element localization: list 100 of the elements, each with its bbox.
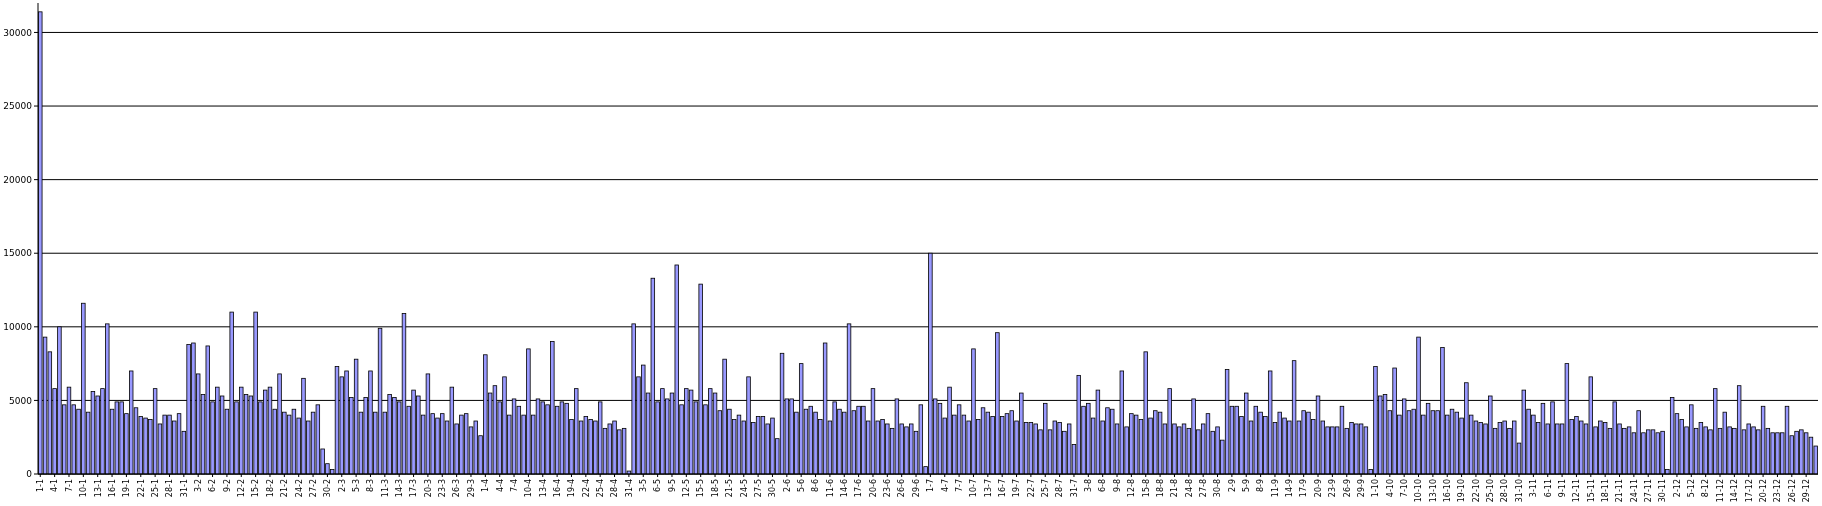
x-tick-label: 10-4	[524, 479, 534, 498]
x-tick-label: 8-12	[1701, 479, 1711, 498]
x-tick-label: 12-11	[1572, 479, 1582, 503]
y-tick-label: 5000	[9, 395, 33, 406]
x-tick-label: 21-5	[725, 479, 735, 498]
x-tick-label: 7-7	[954, 479, 964, 493]
x-tick-label: 2-9	[1227, 479, 1237, 493]
x-tick-label: 10-7	[969, 479, 979, 498]
x-tick-label: 2-6	[782, 479, 792, 493]
x-tick-label: 26-6	[897, 479, 907, 498]
x-tick-label: 24-5	[739, 479, 749, 498]
x-tick-label: 24-2	[294, 479, 304, 498]
x-tick-label: 3-8	[1084, 479, 1094, 493]
x-tick-label: 20-6	[868, 479, 878, 498]
x-tick-label: 15-11	[1586, 479, 1596, 503]
x-tick-label: 16-4	[552, 479, 562, 498]
x-tick-label: 4-4	[495, 479, 505, 493]
x-tick-label: 2-3	[337, 479, 347, 493]
x-tick-label: 13-10	[1428, 479, 1438, 503]
x-tick-label: 4-7	[940, 479, 950, 493]
x-tick-label: 4-1	[50, 479, 60, 493]
x-tick-label: 21-11	[1615, 479, 1625, 503]
x-tick-label: 30-11	[1658, 479, 1668, 503]
x-tick-label: 14-12	[1730, 479, 1740, 503]
x-tick-label: 20-3	[423, 479, 433, 498]
x-tick-label: 3-2	[194, 479, 203, 493]
x-tick-label: 16-7	[997, 479, 1007, 498]
x-tick-label: 27-2	[308, 479, 318, 498]
x-tick-label: 17-12	[1744, 479, 1754, 503]
x-tick-label: 8-3	[366, 479, 376, 493]
x-tick-label: 24-8	[1184, 479, 1194, 498]
x-tick-label: 18-2	[265, 479, 275, 498]
x-tick-label: 29-6	[911, 479, 921, 498]
x-tick-label: 14-9	[1285, 479, 1295, 498]
x-tick-label: 9-2	[222, 479, 232, 493]
x-tick-label: 8-6	[811, 479, 821, 493]
x-tick-label: 23-12	[1773, 479, 1783, 503]
x-tick-label: 12-2	[237, 479, 247, 498]
x-tick-label: 26-9	[1342, 479, 1352, 498]
x-tick-label: 13-7	[983, 479, 993, 498]
x-tick-label: 21-8	[1170, 479, 1180, 498]
x-tick-label: 15-5	[696, 479, 706, 498]
x-tick-label: 28-1	[165, 479, 175, 498]
x-tick-label: 11-6	[825, 479, 835, 498]
y-tick-label: 10000	[3, 321, 33, 332]
x-tick-label: 21-2	[280, 479, 290, 498]
x-tick-label: 17-6	[854, 479, 864, 498]
x-tick-label: 17-9	[1299, 479, 1309, 498]
x-tick-label: 25-10	[1486, 479, 1496, 503]
x-tick-label: 29-12	[1801, 479, 1811, 503]
x-tick-label: 28-4	[610, 479, 620, 498]
x-tick-label: 25-7	[1041, 479, 1051, 498]
x-tick-label: 3-5	[639, 479, 649, 493]
x-tick-label: 5-12	[1687, 479, 1697, 498]
x-tick-label: 28-10	[1500, 479, 1510, 503]
x-tick-label: 7-4	[509, 479, 519, 493]
x-tick-label: 30-2	[323, 479, 333, 498]
x-tick-label: 2-12	[1672, 479, 1682, 498]
y-tick-label: 25000	[3, 101, 33, 112]
x-tick-label: 19-1	[122, 479, 132, 498]
x-tick-label: 23-6	[883, 479, 893, 498]
x-tick-label: 23-3	[438, 479, 448, 498]
x-tick-label: 22-10	[1471, 479, 1481, 503]
x-tick-label: 16-1	[107, 479, 117, 498]
x-tick-label: 14-3	[394, 479, 404, 498]
x-tick-label: 18-11	[1600, 479, 1610, 503]
x-tick-label: 13-1	[93, 479, 103, 498]
x-tick-label: 12-5	[682, 479, 692, 498]
x-tick-label: 4-10	[1385, 479, 1395, 498]
x-tick-label: 5-6	[796, 479, 806, 493]
x-tick-label: 25-4	[595, 479, 605, 498]
x-tick-label: 3-11	[1529, 479, 1539, 498]
x-tick-label: 1-1	[36, 479, 46, 493]
x-tick-label: 18-8	[1155, 479, 1165, 498]
x-tick-label: 6-5	[653, 479, 663, 493]
x-tick-label: 27-5	[753, 479, 763, 498]
x-tick-label: 9-11	[1557, 479, 1567, 498]
x-tick-label: 27-8	[1198, 479, 1208, 498]
x-tick-label: 12-8	[1127, 479, 1137, 498]
x-tick-label: 22-7	[1026, 479, 1036, 498]
x-tick-label: 31-1	[179, 479, 189, 498]
x-tick-label: 10-10	[1414, 479, 1424, 503]
x-tick-label: 1-10	[1371, 479, 1381, 498]
x-tick-label: 30-8	[1213, 479, 1223, 498]
x-tick-label: 19-7	[1012, 479, 1022, 498]
x-tick-label: 20-9	[1313, 479, 1323, 498]
y-tick-label: 15000	[3, 248, 33, 259]
x-tick-label: 31-7	[1069, 479, 1079, 498]
x-tick-label: 1-4	[481, 479, 491, 493]
x-tick-label: 11-9	[1270, 479, 1280, 498]
x-tick-label: 30-5	[768, 479, 778, 498]
x-tick-label: 29-9	[1356, 479, 1366, 498]
x-tick-label: 17-3	[409, 479, 419, 498]
x-tick-label: 27-11	[1644, 479, 1654, 503]
x-tick-label: 15-8	[1141, 479, 1151, 498]
x-tick-label: 10-1	[79, 479, 89, 498]
x-tick-label: 20-12	[1758, 479, 1768, 503]
x-tick-label: 8-9	[1256, 479, 1266, 493]
x-tick-label: 19-10	[1457, 479, 1467, 503]
x-tick-label: 11-3	[380, 479, 390, 498]
